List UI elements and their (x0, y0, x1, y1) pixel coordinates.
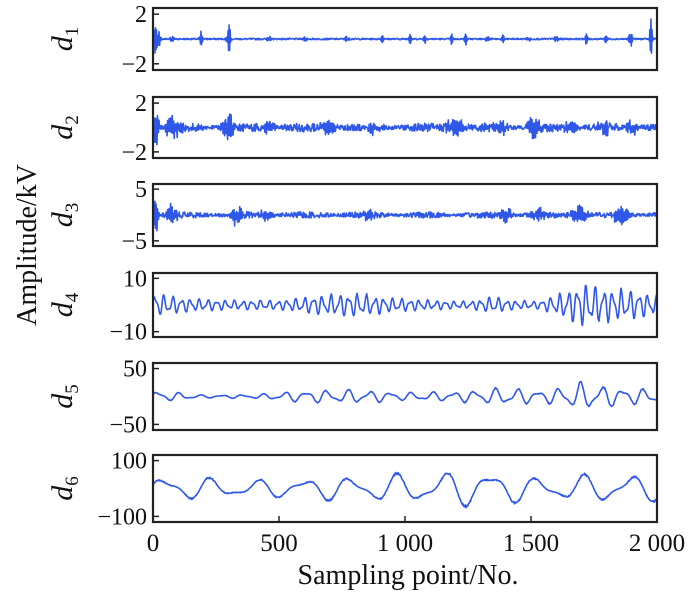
y-axis-label: Amplitude/kV (12, 164, 43, 326)
y-tick-label: −10 (109, 320, 147, 346)
y-tick-label: 2 (135, 91, 147, 117)
panel-label: d1 (46, 27, 83, 52)
panel-frame (151, 95, 659, 160)
signal-line-d5 (152, 380, 658, 408)
panel-d2: 2 −2 d2 (46, 91, 659, 166)
signal-line-d1 (152, 18, 658, 54)
x-tick-label: 1 500 (503, 530, 559, 557)
y-tick-label: −5 (121, 229, 147, 255)
x-tick-label: 0 (147, 530, 160, 557)
panel-frame (151, 271, 659, 339)
panel-label: d5 (46, 384, 83, 409)
panel-label: d3 (46, 203, 83, 228)
panel-d6: 100 −100 d6 (46, 449, 659, 530)
y-tick-label: 100 (111, 449, 147, 475)
y-tick-label: 2 (135, 2, 147, 28)
panel-frame (151, 6, 659, 72)
y-tick-label: −50 (109, 412, 147, 438)
y-tick-label: −2 (121, 52, 147, 78)
signal-line-d3 (152, 200, 658, 232)
signal-line-d4 (152, 284, 658, 327)
panel-d3: 5 −5 d3 (46, 177, 659, 255)
signal-line-d2 (152, 113, 658, 146)
signal-line-d6 (152, 471, 658, 509)
x-tick-label: 1 000 (377, 530, 433, 557)
x-tick-label: 500 (260, 530, 298, 557)
x-axis: 0 500 1 000 1 500 2 000 (147, 516, 685, 557)
y-tick-label: 10 (123, 266, 147, 292)
panel-frame (151, 182, 659, 248)
panel-frame (151, 453, 659, 524)
panel-d5: 50 −50 d5 (46, 357, 659, 438)
subplot-panels: 2 −2 d1 2 −2 d2 5 −5 d3 10 −10 d4 50 −50 d5 100 −100 d6 (46, 2, 659, 530)
y-tick-label: 5 (135, 177, 147, 203)
y-tick-label: −100 (97, 504, 147, 530)
panel-d1: 2 −2 d1 (46, 2, 659, 78)
panel-label: d6 (46, 476, 83, 501)
panel-frame (151, 361, 659, 432)
y-tick-label: −2 (121, 140, 147, 166)
panel-d4: 10 −10 d4 (46, 266, 659, 346)
x-tick-label: 2 000 (629, 530, 685, 557)
y-tick-label: 50 (123, 357, 147, 383)
panel-label: d4 (46, 292, 83, 317)
x-axis-label: Sampling point/No. (298, 560, 519, 591)
panel-label: d2 (46, 115, 83, 140)
